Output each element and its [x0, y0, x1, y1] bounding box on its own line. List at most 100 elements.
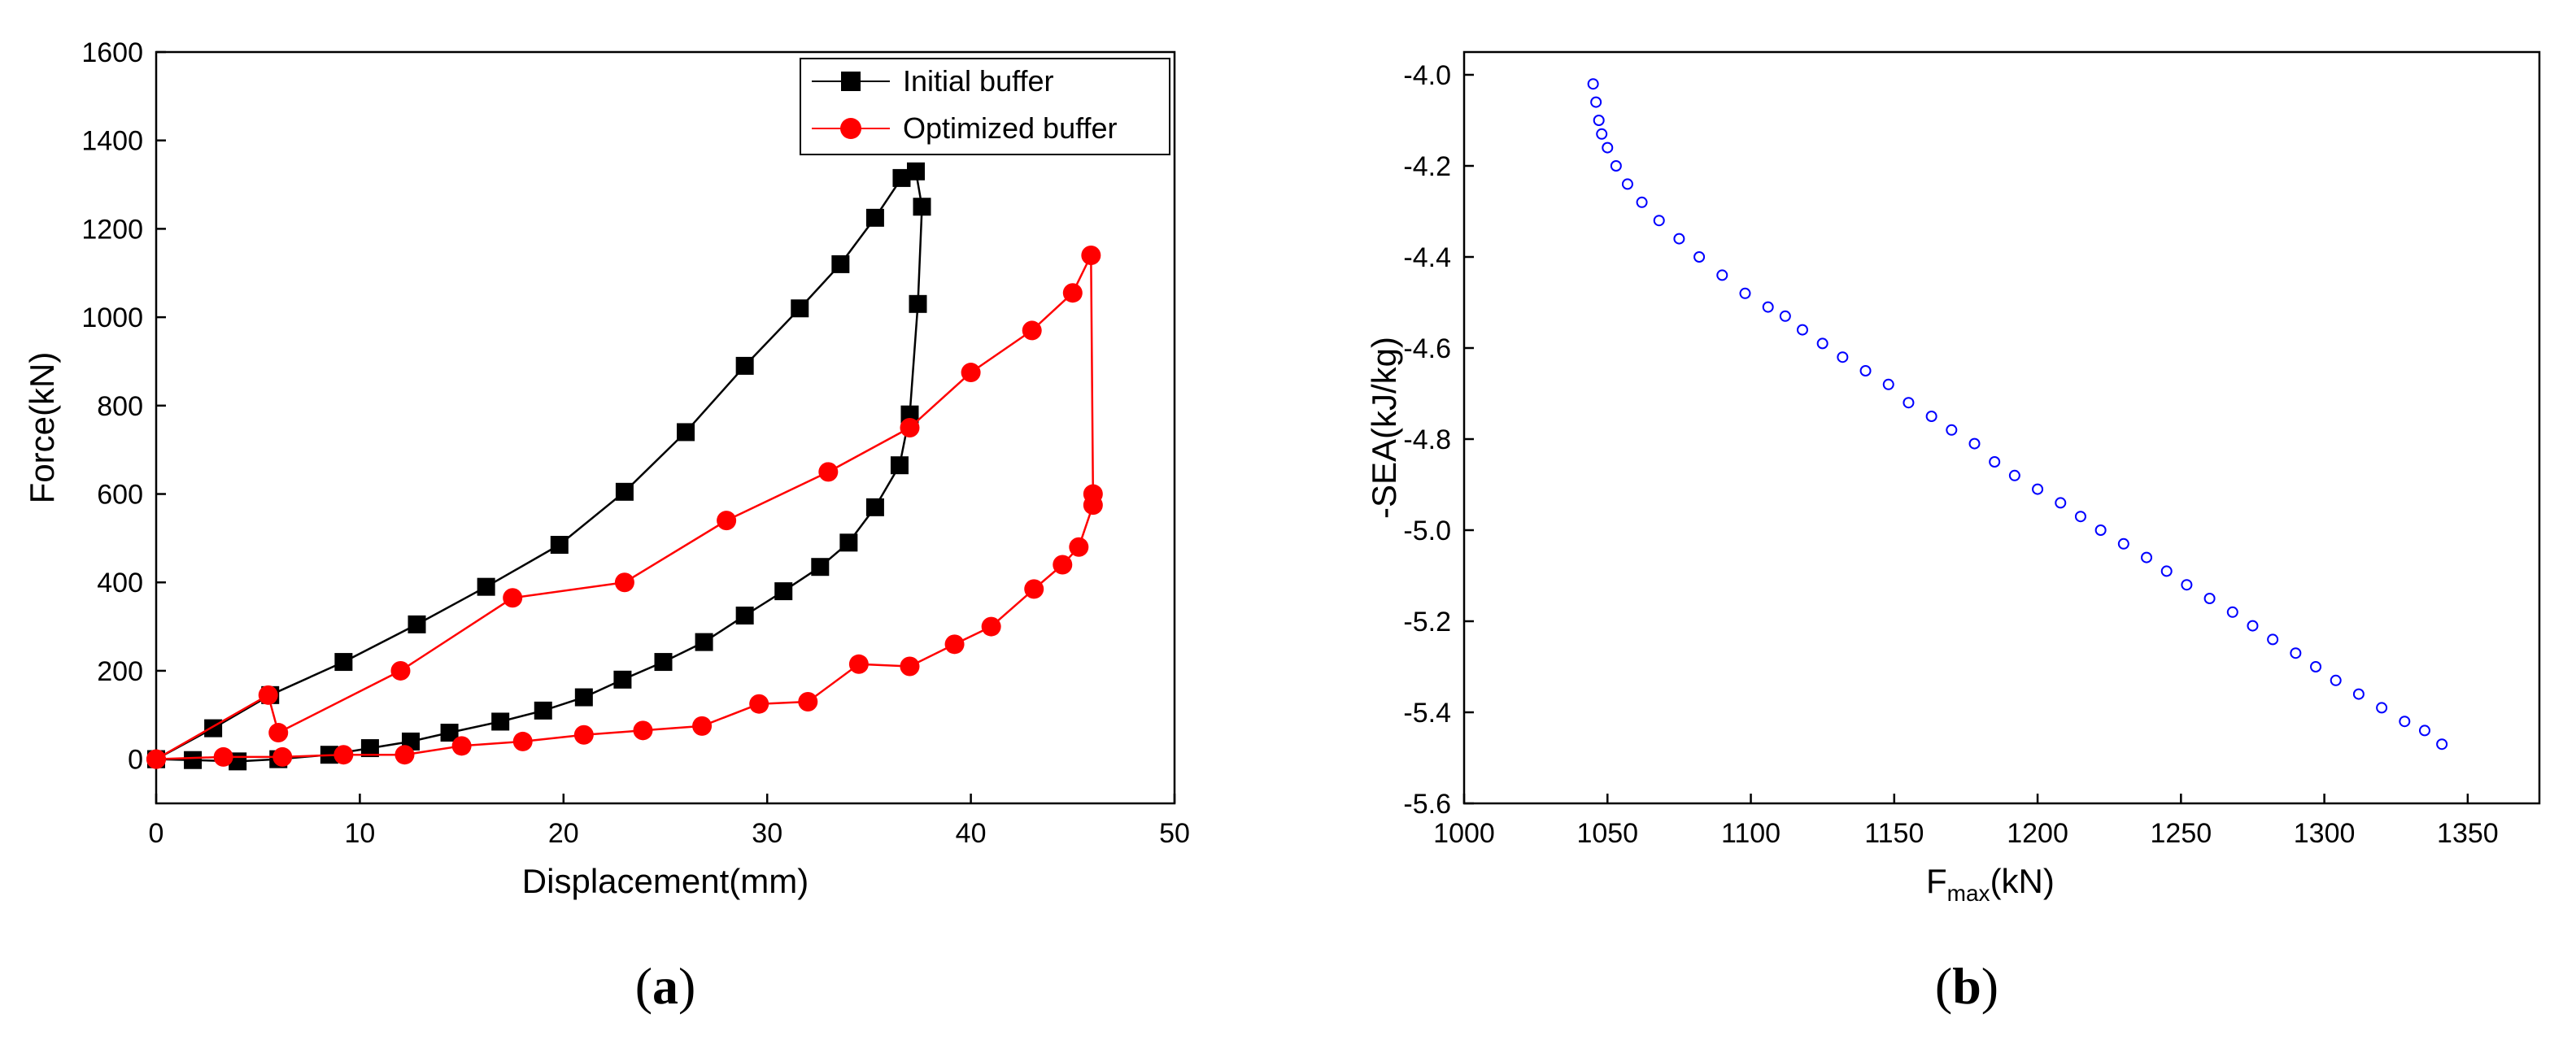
caption-b-close: ): [1981, 957, 1998, 1015]
scatter-point: [1653, 215, 1665, 227]
legend-marker-optimized: [840, 118, 861, 139]
chart-b-y-tick-label: -4.4: [1403, 242, 1451, 273]
data-point-initial: [408, 615, 426, 633]
chart-a-x-tick-label: 10: [344, 818, 375, 849]
data-point-optimized: [1053, 555, 1073, 575]
scatter-point: [2290, 647, 2302, 659]
data-point-initial: [892, 168, 911, 187]
data-point-optimized: [1022, 320, 1042, 341]
scatter-point: [1621, 178, 1633, 190]
chart-a-x-tick-label: 40: [956, 818, 987, 849]
data-point-initial: [334, 653, 353, 672]
data-point-initial: [865, 498, 884, 516]
chart-a-y-tick-label: 1600: [81, 37, 143, 68]
scatter-point: [1602, 141, 1614, 154]
chart-a: 0 10 20 30 40 50 0 200 400 600 800 1000 1200 1400 160…: [23, 37, 1190, 900]
chart-a-y-tick-label: 1000: [81, 302, 143, 333]
data-point-optimized: [213, 746, 233, 767]
data-point-initial: [831, 255, 850, 273]
data-point-optimized: [900, 656, 920, 677]
data-point-initial: [677, 423, 695, 442]
chart-a-x-tick-label: 0: [149, 818, 164, 849]
data-point-optimized: [272, 746, 293, 767]
data-point-optimized: [818, 462, 839, 482]
scatter-point: [2267, 633, 2279, 646]
chart-a-x-axis-label: Displacement(mm): [522, 862, 809, 900]
chart-b-y-tick-label: -4.8: [1403, 424, 1451, 455]
chart-a-y-tick-label: 200: [97, 656, 143, 687]
data-point-optimized: [692, 716, 713, 736]
data-point-optimized: [333, 745, 354, 765]
series-line-optimized: [155, 254, 1095, 760]
scatter-point: [2181, 579, 2193, 591]
chart-b-x-tick-label: 1300: [2294, 818, 2356, 849]
scatter-point: [1946, 424, 1958, 436]
scatter-point: [1779, 310, 1791, 322]
scatter-point: [2032, 483, 2044, 495]
data-point-initial: [906, 162, 925, 181]
data-point-initial: [550, 536, 569, 555]
data-point-initial: [574, 688, 593, 707]
data-point-optimized: [961, 363, 981, 383]
legend-label-optimized: Optimized buffer: [903, 111, 1117, 145]
scatter-point: [1903, 397, 1915, 409]
scatter-point: [1859, 365, 1872, 376]
chart-a-y-tick-label: 1400: [81, 126, 143, 157]
scatter-point: [1636, 196, 1648, 208]
chart-b-x-tick-label: 1000: [1433, 818, 1495, 849]
data-point-optimized: [258, 685, 278, 705]
chart-b-y-tick-label: -4.2: [1403, 151, 1451, 182]
data-point-initial: [890, 456, 909, 475]
data-point-initial: [613, 670, 632, 689]
data-point-initial: [534, 701, 552, 720]
caption-b: (b): [1935, 957, 1998, 1015]
data-point-initial: [865, 208, 884, 227]
chart-b-y-tick-label: -4.0: [1403, 60, 1451, 91]
scatter-point: [1989, 456, 2001, 468]
chart-b-x-axis-label-unit: (kN): [1990, 862, 2055, 900]
data-point-initial: [615, 482, 634, 501]
chart-a-series: [146, 162, 1103, 771]
data-point-optimized: [717, 511, 737, 531]
data-point-initial: [774, 582, 793, 601]
chart-b-y-ticks: -5.6 -5.4 -5.2 -5.0 -4.8 -4.6 -4.4 -4.2 -4.0: [1403, 60, 1474, 820]
data-point-optimized: [451, 736, 472, 756]
data-point-optimized: [1081, 246, 1101, 266]
data-point-initial: [735, 607, 754, 624]
data-point-optimized: [573, 725, 594, 745]
chart-b-x-tick-label: 1200: [2007, 818, 2068, 849]
scatter-point: [2117, 537, 2129, 550]
scatter-point: [1610, 160, 1622, 172]
data-point-optimized: [1024, 579, 1044, 599]
data-point-optimized: [512, 731, 533, 751]
data-point-optimized: [268, 723, 289, 743]
data-point-optimized: [900, 418, 920, 437]
data-point-initial: [839, 533, 858, 552]
data-point-initial: [811, 558, 830, 577]
chart-b-x-tick-label: 1350: [2437, 818, 2499, 849]
chart-a-y-tick-label: 0: [128, 745, 143, 776]
scatter-point: [1693, 251, 1706, 263]
data-point-optimized: [798, 691, 818, 711]
chart-a-y-tick-label: 400: [97, 568, 143, 598]
chart-b-y-tick-label: -4.6: [1403, 333, 1451, 364]
chart-b: 1000 1050 1100 1150 1200 1250 1300 1350 -5.6-5.…: [1365, 50, 2541, 906]
chart-a-y-tick-label: 1200: [81, 214, 143, 245]
data-point-optimized: [614, 572, 634, 593]
data-point-initial: [654, 653, 673, 672]
data-point-optimized: [944, 634, 965, 655]
chart-b-x-axis-label: Fmax(kN): [1926, 862, 2055, 906]
scatter-point: [1673, 233, 1685, 245]
data-point-optimized: [981, 616, 1001, 637]
chart-b-x-tick-label: 1150: [1864, 818, 1924, 849]
scatter-point: [2330, 674, 2342, 686]
data-point-initial: [184, 751, 203, 769]
chart-b-x-tick-label: 1250: [2151, 818, 2212, 849]
scatter-point: [2203, 593, 2216, 604]
scatter-point: [2055, 497, 2067, 509]
caption-a: (a): [635, 957, 696, 1015]
scatter-point: [2247, 620, 2259, 632]
chart-b-x-tick-label: 1050: [1576, 818, 1638, 849]
scatter-point: [2094, 524, 2107, 536]
